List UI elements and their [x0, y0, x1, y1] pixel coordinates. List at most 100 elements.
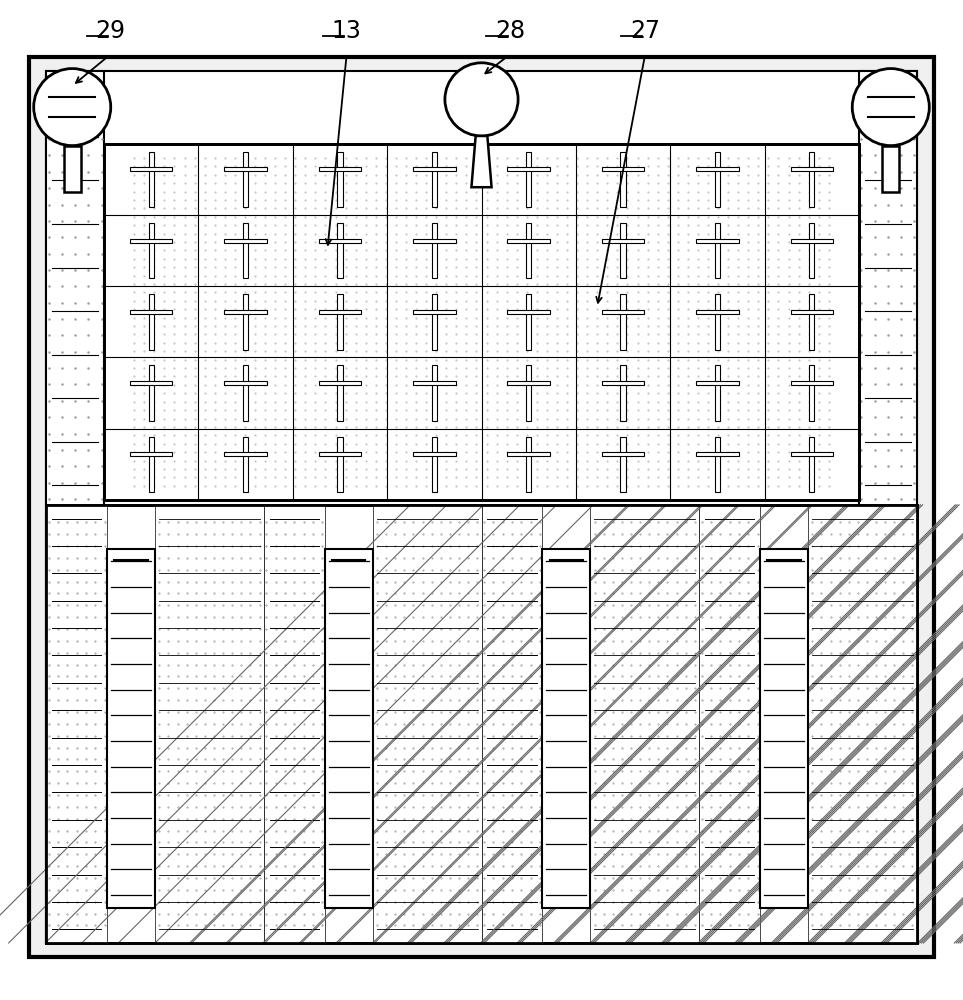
Circle shape	[445, 63, 518, 136]
Bar	[413, 167, 455, 171]
Bar	[46, 505, 917, 943]
Bar	[696, 310, 739, 314]
Bar	[148, 294, 154, 350]
Bar	[243, 152, 248, 207]
Bar	[413, 239, 455, 243]
Bar	[130, 452, 172, 456]
Bar	[808, 505, 917, 943]
Bar	[715, 437, 720, 492]
Bar	[431, 437, 437, 492]
Text: 28: 28	[495, 19, 526, 43]
Bar	[431, 152, 437, 207]
Bar	[243, 365, 248, 421]
Bar	[319, 167, 361, 171]
Bar	[696, 167, 739, 171]
Bar	[264, 505, 325, 943]
Bar	[526, 152, 532, 207]
Bar	[224, 452, 267, 456]
Bar	[620, 152, 626, 207]
Bar	[319, 310, 361, 314]
Bar	[325, 549, 373, 908]
Bar	[526, 437, 532, 492]
Bar	[696, 452, 739, 456]
Circle shape	[852, 69, 929, 146]
Bar	[373, 505, 482, 943]
Bar	[791, 381, 833, 385]
Bar	[715, 294, 720, 350]
Bar	[224, 239, 267, 243]
Bar	[791, 452, 833, 456]
Bar	[620, 223, 626, 278]
Bar	[337, 437, 343, 492]
Bar	[620, 294, 626, 350]
Bar	[130, 167, 172, 171]
Bar	[319, 381, 361, 385]
Bar	[243, 437, 248, 492]
Bar	[696, 381, 739, 385]
Bar	[696, 239, 739, 243]
Bar	[602, 167, 644, 171]
Bar	[148, 365, 154, 421]
Bar	[602, 239, 644, 243]
Bar	[602, 310, 644, 314]
Bar	[508, 167, 550, 171]
Bar	[526, 294, 532, 350]
Bar	[809, 365, 815, 421]
Bar	[431, 365, 437, 421]
Bar	[104, 144, 859, 500]
Polygon shape	[472, 136, 491, 187]
Text: 27: 27	[630, 19, 661, 43]
Text: 13: 13	[331, 19, 362, 43]
Bar	[319, 239, 361, 243]
Bar	[791, 310, 833, 314]
Bar	[760, 549, 808, 908]
Bar	[809, 437, 815, 492]
Bar	[431, 223, 437, 278]
Bar	[148, 223, 154, 278]
Bar	[107, 549, 155, 908]
Bar	[508, 239, 550, 243]
Bar	[155, 505, 264, 943]
Bar	[791, 167, 833, 171]
Bar	[337, 294, 343, 350]
Bar	[715, 365, 720, 421]
Bar	[809, 152, 815, 207]
Bar	[882, 146, 899, 192]
Bar	[130, 239, 172, 243]
Bar	[791, 239, 833, 243]
Bar	[809, 223, 815, 278]
Bar	[130, 310, 172, 314]
Bar	[130, 381, 172, 385]
Bar	[859, 71, 917, 943]
Bar	[46, 505, 917, 943]
Bar	[413, 310, 455, 314]
Bar	[431, 294, 437, 350]
Bar	[809, 294, 815, 350]
Bar	[148, 152, 154, 207]
Bar	[508, 310, 550, 314]
Bar	[602, 381, 644, 385]
Bar	[590, 505, 699, 943]
Bar	[508, 381, 550, 385]
Bar	[482, 505, 542, 943]
Bar	[243, 223, 248, 278]
Bar	[337, 223, 343, 278]
Bar	[542, 549, 590, 908]
Bar	[715, 223, 720, 278]
Bar	[526, 223, 532, 278]
Bar	[104, 144, 859, 500]
Bar	[46, 505, 107, 943]
Text: 29: 29	[95, 19, 126, 43]
Bar	[699, 505, 760, 943]
Bar	[413, 452, 455, 456]
Bar	[602, 452, 644, 456]
Bar	[224, 381, 267, 385]
Bar	[526, 365, 532, 421]
Bar	[715, 152, 720, 207]
Bar	[319, 452, 361, 456]
Bar	[243, 294, 248, 350]
Bar	[224, 167, 267, 171]
Bar	[337, 152, 343, 207]
Bar	[148, 437, 154, 492]
Bar	[413, 381, 455, 385]
